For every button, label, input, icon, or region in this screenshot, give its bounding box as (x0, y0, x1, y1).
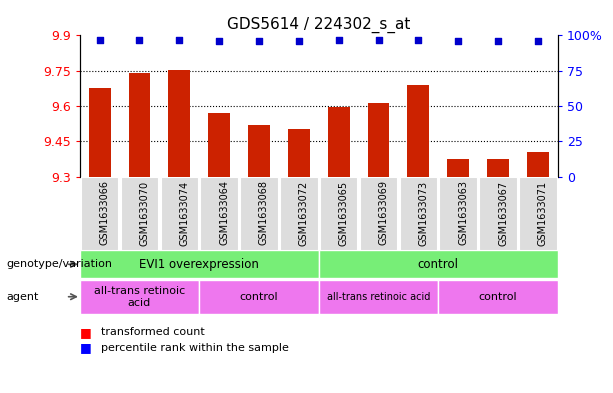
Bar (368, 103, 389, 177)
FancyBboxPatch shape (519, 177, 557, 250)
Bar (248, 125, 270, 177)
Text: GSM1633063: GSM1633063 (459, 180, 468, 246)
Point (533, 38, 543, 44)
Text: transformed count: transformed count (101, 327, 205, 337)
Point (373, 37, 384, 43)
FancyBboxPatch shape (360, 177, 397, 250)
Bar (89, 88, 110, 177)
Text: ■: ■ (80, 325, 91, 339)
FancyBboxPatch shape (320, 177, 357, 250)
Text: GSM1633073: GSM1633073 (418, 180, 428, 246)
Text: GSM1633072: GSM1633072 (299, 180, 309, 246)
FancyBboxPatch shape (319, 280, 438, 314)
Bar (408, 85, 429, 177)
Text: genotype/variation: genotype/variation (6, 259, 112, 269)
Point (175, 37, 185, 43)
Text: all-trans retinoic
acid: all-trans retinoic acid (94, 286, 185, 307)
Bar (208, 113, 230, 177)
Text: control: control (418, 258, 459, 271)
Point (333, 37, 343, 43)
Text: GSM1633074: GSM1633074 (180, 180, 189, 246)
Text: GSM1633066: GSM1633066 (99, 180, 110, 246)
FancyBboxPatch shape (319, 250, 558, 278)
FancyBboxPatch shape (400, 177, 437, 250)
Point (94, 37, 104, 43)
FancyBboxPatch shape (199, 280, 319, 314)
Bar (447, 159, 469, 177)
Bar (527, 152, 549, 177)
Text: ■: ■ (80, 341, 91, 354)
Bar (169, 70, 190, 177)
Text: control: control (479, 292, 517, 302)
Point (215, 38, 224, 44)
Point (254, 38, 264, 44)
Text: GSM1633065: GSM1633065 (338, 180, 349, 246)
Text: GSM1633071: GSM1633071 (538, 180, 548, 246)
Text: GSM1633067: GSM1633067 (498, 180, 508, 246)
Bar (328, 107, 349, 177)
Text: all-trans retinoic acid: all-trans retinoic acid (327, 292, 430, 302)
Title: GDS5614 / 224302_s_at: GDS5614 / 224302_s_at (227, 17, 411, 33)
FancyBboxPatch shape (80, 280, 199, 314)
Point (493, 38, 503, 44)
Text: GSM1633070: GSM1633070 (139, 180, 150, 246)
FancyBboxPatch shape (280, 177, 318, 250)
Text: agent: agent (6, 292, 39, 302)
FancyBboxPatch shape (240, 177, 278, 250)
Point (413, 37, 423, 43)
Text: GSM1633064: GSM1633064 (219, 180, 229, 246)
Point (134, 37, 145, 43)
FancyBboxPatch shape (438, 280, 558, 314)
FancyBboxPatch shape (440, 177, 477, 250)
FancyBboxPatch shape (121, 177, 158, 250)
Point (294, 38, 304, 44)
FancyBboxPatch shape (80, 250, 319, 278)
Point (454, 38, 463, 44)
Text: control: control (240, 292, 278, 302)
Text: GSM1633069: GSM1633069 (378, 180, 389, 246)
Bar (129, 73, 150, 177)
FancyBboxPatch shape (200, 177, 238, 250)
Bar (487, 159, 509, 177)
Bar (288, 129, 310, 177)
Text: EVI1 overexpression: EVI1 overexpression (139, 258, 259, 271)
FancyBboxPatch shape (161, 177, 198, 250)
Text: GSM1633068: GSM1633068 (259, 180, 269, 246)
FancyBboxPatch shape (479, 177, 517, 250)
Text: percentile rank within the sample: percentile rank within the sample (101, 343, 289, 353)
FancyBboxPatch shape (81, 177, 118, 250)
